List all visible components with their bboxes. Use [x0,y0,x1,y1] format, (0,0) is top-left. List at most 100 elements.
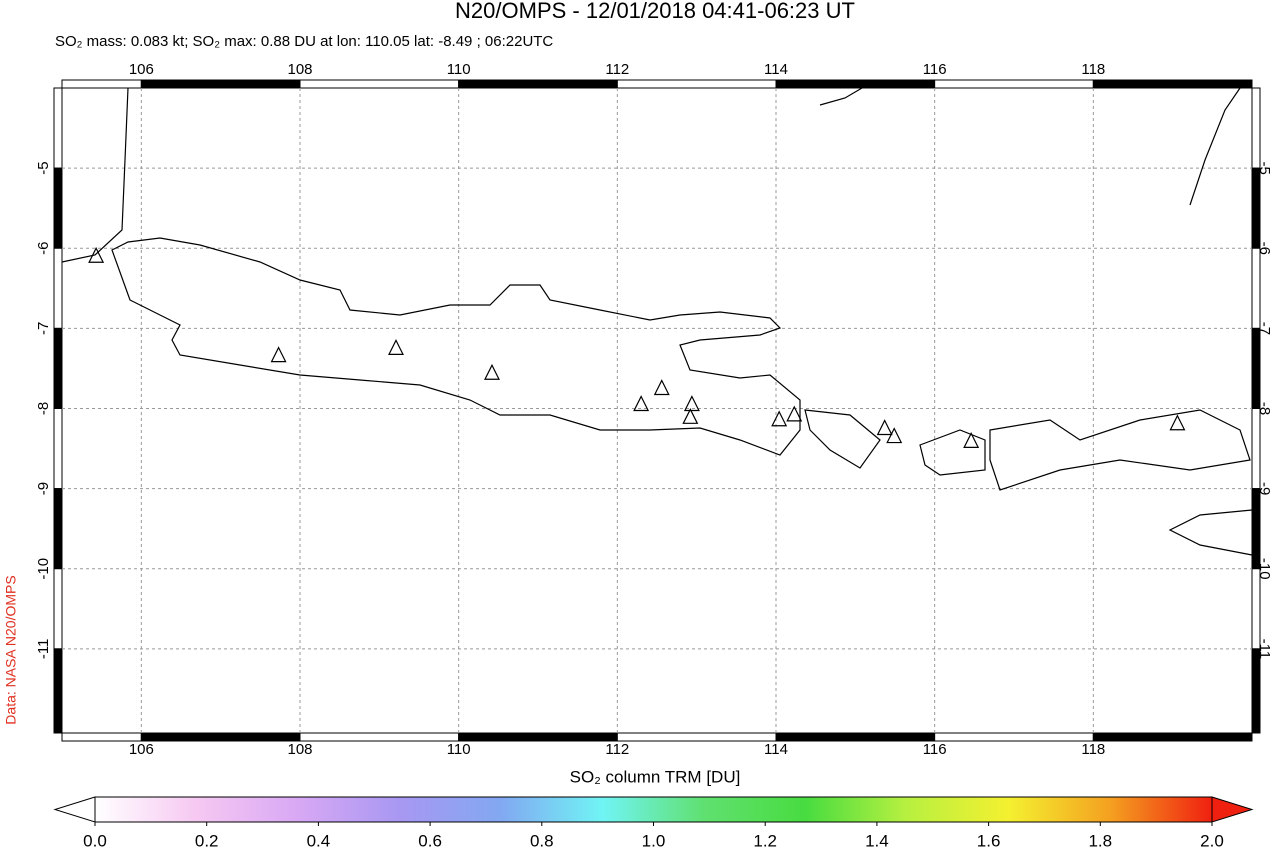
x-tick-label: 110 [447,61,471,78]
frame-band [775,732,936,742]
x-tick-label: 112 [605,741,629,758]
y-tick-label: -5 [35,161,52,174]
y-tick-label: -10 [1256,558,1272,580]
colorbar-label: SO₂ column TRM [DU] [570,767,741,786]
frame-band [1251,407,1261,490]
x-tick-label: 112 [605,61,629,78]
frame-band [616,732,777,742]
x-tick-label: 106 [129,61,154,78]
y-tick-label: -6 [1256,242,1272,255]
frame-band [53,568,63,650]
coast-lombok [919,429,986,476]
y-tick-label: -5 [1256,161,1272,174]
y-tick-label: -9 [35,482,52,495]
map-frame [61,87,1253,734]
x-tick-label: 114 [764,61,788,78]
coast-bali [804,409,881,469]
y-tick-label: -11 [1256,639,1272,660]
colorbar-tick-label: 2.0 [1200,831,1224,850]
x-tick-label: 114 [764,741,788,758]
x-tick-label: 108 [287,741,312,758]
colorbar-tick-label: 0.0 [83,831,107,850]
colorbar-tick-label: 1.4 [865,831,889,850]
x-tick-label: 118 [1081,61,1105,78]
coast-sumatra [61,87,129,263]
volcano [484,363,500,380]
frame-band [53,407,63,490]
volcano [1169,414,1186,431]
frame-band [53,648,63,734]
colorbar-tick-label: 0.8 [530,831,554,850]
coastlines [61,87,1253,556]
frame-band [53,167,63,249]
frame-band [61,732,142,742]
subtitle: SO₂ mass: 0.083 kt; SO₂ max: 0.88 DU at … [55,33,553,50]
volcano [88,246,105,263]
volcano [653,379,670,396]
volcano [771,410,788,427]
frame-band [1251,327,1261,409]
frame-band [934,732,1094,742]
x-tick-label: 110 [447,741,471,758]
frame-band [1251,87,1261,169]
frame-band [140,732,301,742]
frame-band [61,79,142,89]
frame-band [1251,247,1261,329]
coast-borneo [819,87,1241,206]
x-tick-label: 116 [923,61,947,78]
frame-band [1251,568,1261,650]
frame-band [1251,167,1261,249]
frame-band [458,732,618,742]
frame-band [53,247,63,329]
coast-java [111,237,801,456]
y-tick-label: -9 [1256,482,1272,495]
volcano [886,427,903,444]
frame-band [1251,488,1261,570]
coast-sumba [1168,509,1253,556]
y-tick-label: -6 [35,242,52,255]
volcano [786,405,803,422]
frame-band [1251,648,1261,734]
colorbar [94,796,1213,823]
volcano [876,419,893,436]
frame-band [140,79,301,89]
frame-band [934,79,1094,89]
frame-band [53,87,63,169]
volcano [682,407,699,424]
x-tick-label: 108 [287,61,312,78]
y-tick-label: -7 [35,322,52,335]
title: N20/OMPS - 12/01/2018 04:41-06:23 UT [455,0,855,23]
frame-band [775,79,936,89]
side-note: Data: NASA N20/OMPS [3,575,19,724]
volcano [270,346,287,363]
y-tick-label: -7 [1256,322,1272,335]
colorbar-tick-label: 1.2 [753,831,777,850]
frame-band [1092,732,1253,742]
volcano [683,395,700,412]
frame-band [299,732,460,742]
x-tick-label: 106 [129,741,154,758]
frame-band [616,79,777,89]
colorbar-tick-label: 0.4 [307,831,331,850]
colorbar-over [1211,796,1254,823]
frame-band [53,488,63,570]
colorbar-tick-label: 1.0 [642,831,666,850]
y-tick-label: -10 [35,558,52,580]
coast-sumbawa [989,409,1251,491]
x-tick-label: 116 [923,741,947,758]
colorbar-tick-label: 1.8 [1088,831,1112,850]
volcano [963,432,980,448]
colorbar-under [53,796,96,823]
volcano [388,339,404,356]
x-tick-label: 118 [1081,741,1105,758]
frame-band [53,327,63,409]
colorbar-tick-label: 0.2 [195,831,219,850]
volcano [633,395,650,412]
y-tick-label: -8 [35,402,52,415]
frame-band [1092,79,1253,89]
frame-band [458,79,618,89]
y-tick-label: -11 [35,639,52,660]
frame-band [299,79,460,89]
y-tick-label: -8 [1256,402,1272,415]
